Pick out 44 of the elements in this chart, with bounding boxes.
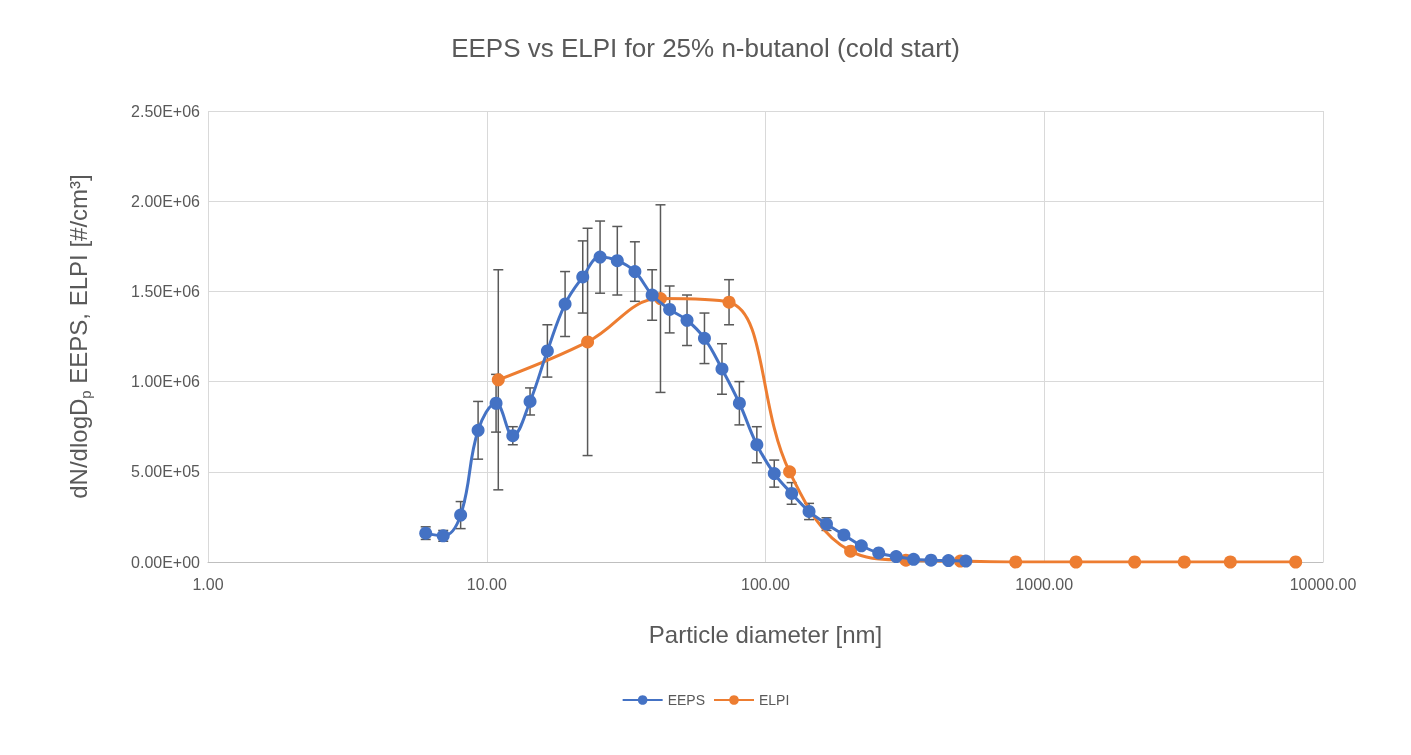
x-axis-title: Particle diameter [nm] (648, 620, 883, 648)
x-tick-label: 1.00 (192, 575, 224, 593)
point (697, 331, 711, 345)
point (489, 396, 503, 410)
point (872, 546, 886, 560)
point (506, 429, 520, 443)
y-tick-label: 0.00E+00 (131, 553, 201, 571)
point (785, 486, 799, 500)
point (767, 467, 781, 481)
point (454, 508, 468, 522)
point (924, 553, 938, 567)
x-tick-label: 10000.00 (1289, 575, 1357, 593)
x-tick-label: 1000.00 (1015, 575, 1074, 593)
point (663, 302, 677, 316)
legend-label: ELPI (759, 692, 790, 708)
point (645, 288, 659, 302)
y-tick-label: 1.00E+06 (131, 373, 201, 391)
point (959, 554, 973, 568)
y-tick-label: 1.50E+06 (131, 282, 201, 300)
x-tick-label: 10.00 (466, 575, 507, 593)
y-tick-label: 2.00E+06 (131, 192, 201, 210)
point (471, 423, 485, 437)
point (680, 313, 694, 327)
point (854, 539, 868, 553)
point (558, 297, 572, 311)
x-tick-label: 100.00 (741, 575, 791, 593)
point (628, 265, 642, 279)
point (732, 396, 746, 410)
point (889, 550, 903, 564)
point (593, 250, 607, 264)
point (837, 528, 851, 542)
y-tick-label: 2.50E+06 (131, 102, 201, 120)
point (941, 554, 955, 568)
point (576, 270, 590, 284)
point (523, 394, 537, 408)
point (907, 552, 921, 566)
point (540, 344, 554, 358)
legend-label: EEPS (667, 692, 706, 708)
point (610, 254, 624, 268)
y-tick-label: 5.00E+05 (131, 463, 201, 481)
point (715, 362, 729, 376)
chart-title: EEPS vs ELPI for 25% n-butanol (cold start) (451, 33, 960, 63)
point (750, 438, 764, 452)
y-axis-title: dN/dlogDp EEPS, ELPI [#/cm³] (65, 174, 94, 499)
